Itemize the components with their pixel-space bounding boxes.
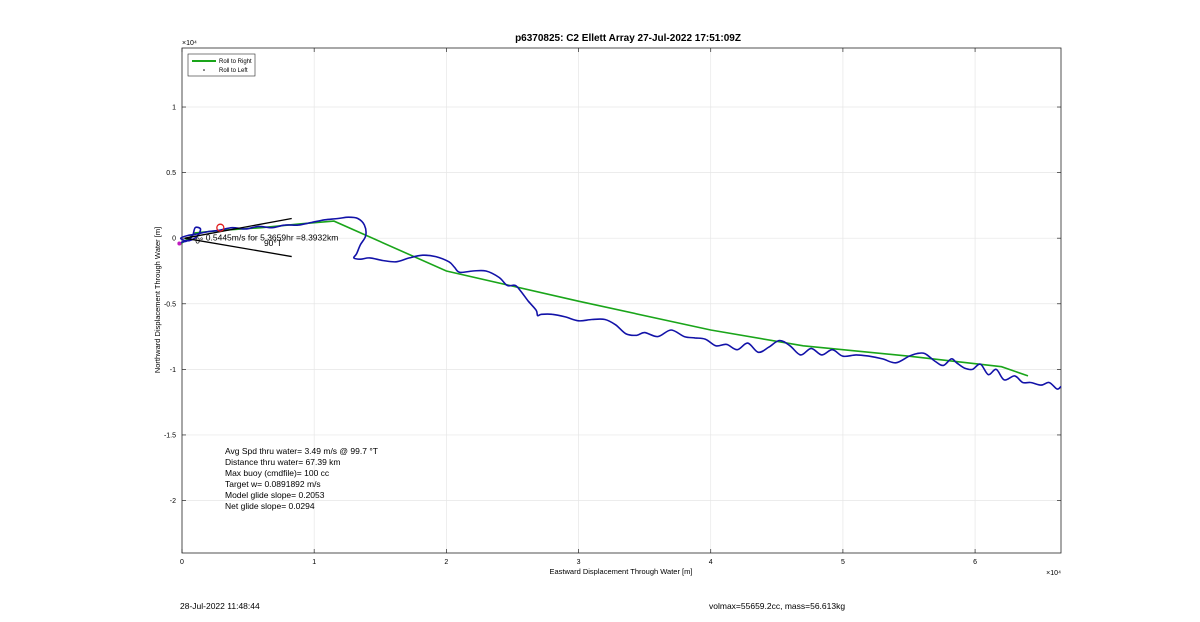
y-tick-label: 0 <box>172 236 176 243</box>
y-tick-label: 1 <box>172 105 176 112</box>
x-tick-label: 5 <box>841 559 845 566</box>
overlay-label: 0.5445m/s for 5.3659hr =8.3932km <box>206 233 339 243</box>
x-tick-label: 6 <box>973 559 977 566</box>
x-tick-label: 3 <box>577 559 581 566</box>
y-tick-label: 0.5 <box>166 170 176 177</box>
marker-origin-dot <box>177 241 182 246</box>
stat-target-w: Target w= 0.0891892 m/s <box>225 479 321 489</box>
stat-distance: Distance thru water= 67.39 km <box>225 457 341 467</box>
stat-max-buoy: Max buoy (cmdfile)= 100 cc <box>225 468 330 478</box>
x-tick-label: 4 <box>709 559 713 566</box>
x-tick-label: 2 <box>444 559 448 566</box>
x-tick-label: 0 <box>180 559 184 566</box>
y-tick-label: -1 <box>170 367 176 374</box>
current-wedge-line <box>184 217 292 239</box>
legend-label-roll-left: Roll to Left <box>219 68 248 74</box>
y-exponent: ×10⁴ <box>182 40 197 47</box>
legend-box <box>187 53 256 77</box>
x-tick-label: 1 <box>312 559 316 566</box>
y-tick-label: -0.5 <box>164 301 176 308</box>
footer-volmax-mass: volmax=55659.2cc, mass=56.613kg <box>709 601 846 611</box>
current-wedge-line <box>184 237 292 258</box>
chart-title: p6370825: C2 Ellett Array 27-Jul-2022 17… <box>515 33 741 44</box>
y-axis-label: Northward Displacement Through Water [m] <box>153 227 162 373</box>
x-exponent: ×10⁴ <box>1046 570 1061 577</box>
axis-ticks: 0 1 2 3 4 5 6 1 0.5 0 -0.5 -1 -1.5 -2 <box>164 48 1061 566</box>
legend-label-roll-right: Roll to Right <box>219 59 252 65</box>
series-roll-to-right <box>178 220 1029 377</box>
legend-swatch-roll-left <box>203 69 205 71</box>
y-tick-label: -1.5 <box>164 432 176 439</box>
marker-start-circle <box>216 223 225 232</box>
series-track <box>178 216 1062 390</box>
footer-timestamp: 28-Jul-2022 11:48:44 <box>180 601 260 611</box>
y-tick-label: -2 <box>170 498 176 505</box>
stat-model-glide: Model glide slope= 0.2053 <box>225 490 325 500</box>
stats-block: Avg Spd thru water= 3.49 m/s @ 99.7 °T D… <box>225 446 378 511</box>
stat-net-glide: Net glide slope= 0.0294 <box>225 501 315 511</box>
series-layer <box>178 216 1062 390</box>
overlay-label: 90°T <box>264 238 282 248</box>
overlay-label: 0° <box>195 235 203 245</box>
plot-frame <box>181 47 1062 554</box>
x-axis-label: Eastward Displacement Through Water [m] <box>550 567 693 576</box>
legend: Roll to Right Roll to Left <box>187 53 256 77</box>
grid <box>181 48 1061 553</box>
stat-avg-speed: Avg Spd thru water= 3.49 m/s @ 99.7 °T <box>225 446 378 456</box>
